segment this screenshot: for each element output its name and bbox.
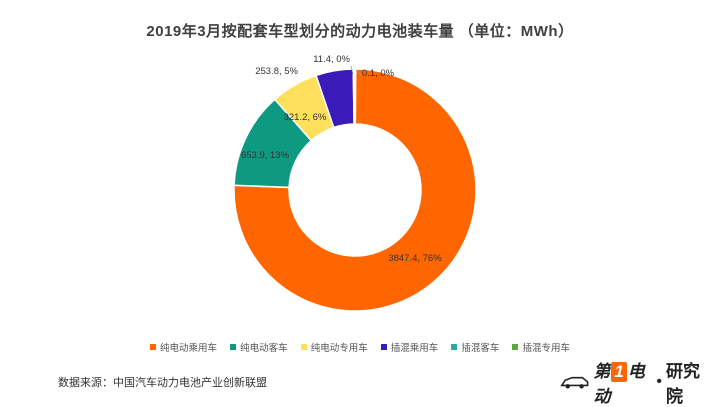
legend-item-5: 插混客车 [451,340,499,354]
data-label-5: 11.4, 0% [313,54,350,65]
data-label-1: 3847.4, 76% [388,253,442,264]
leader-line-5 [350,65,354,75]
data-source: 数据来源：中国汽车动力电池产业创新联盟 [58,377,267,389]
chart-title: 2019年3月按配套车型划分的动力电池装车量 （单位：MWh） [146,23,574,40]
legend-label: 插混乘用车 [390,343,439,354]
legend-swatch [150,344,156,350]
legend-swatch [451,344,458,350]
legend-swatch [300,344,307,350]
legend-item-3: 纯电动专用车 [300,340,368,354]
data-label-4: 253.8, 5% [255,66,298,77]
legend-item-1: 纯电动乘用车 [150,340,217,354]
data-label-3: 321.2, 6% [284,112,327,123]
legend-label: 插混客车 [461,343,500,354]
legend-label: 纯电动客车 [240,343,288,354]
legend-item-2: 纯电动客车 [230,340,288,354]
donut-chart: 3847.4, 76% 653.9, 13% 321.2, 6% 253.8, 5% 1… [233,54,477,312]
legend-label: 纯电动专用车 [310,343,368,354]
donut-slice-6 [354,68,357,125]
leader-line-6 [355,69,363,77]
legend-label: 插混专用车 [522,343,570,354]
legend-label: 纯电动乘用车 [160,343,218,354]
data-label-6: 0.1, 0% [362,68,395,79]
legend-swatch [380,344,387,350]
legend-swatch [512,344,519,350]
legend-swatch [230,344,237,350]
car-icon [560,376,589,389]
donut-slice-1 [233,68,477,312]
chart-legend: 纯电动乘用车 纯电动客车 纯电动专用车 插混乘用车 插混客车 插混专用车 [150,340,570,354]
brand-logo: 第 1 电动 • 研究院 [560,362,710,406]
brand-subtitle: 研究院 [666,362,700,406]
legend-item-4: 插混乘用车 [380,340,439,354]
brand-name: 第 1 电动 [593,362,645,406]
brand-separator: • [656,373,662,390]
legend-item-6: 插混专用车 [512,340,570,354]
data-label-2: 653.9, 13% [241,150,290,161]
